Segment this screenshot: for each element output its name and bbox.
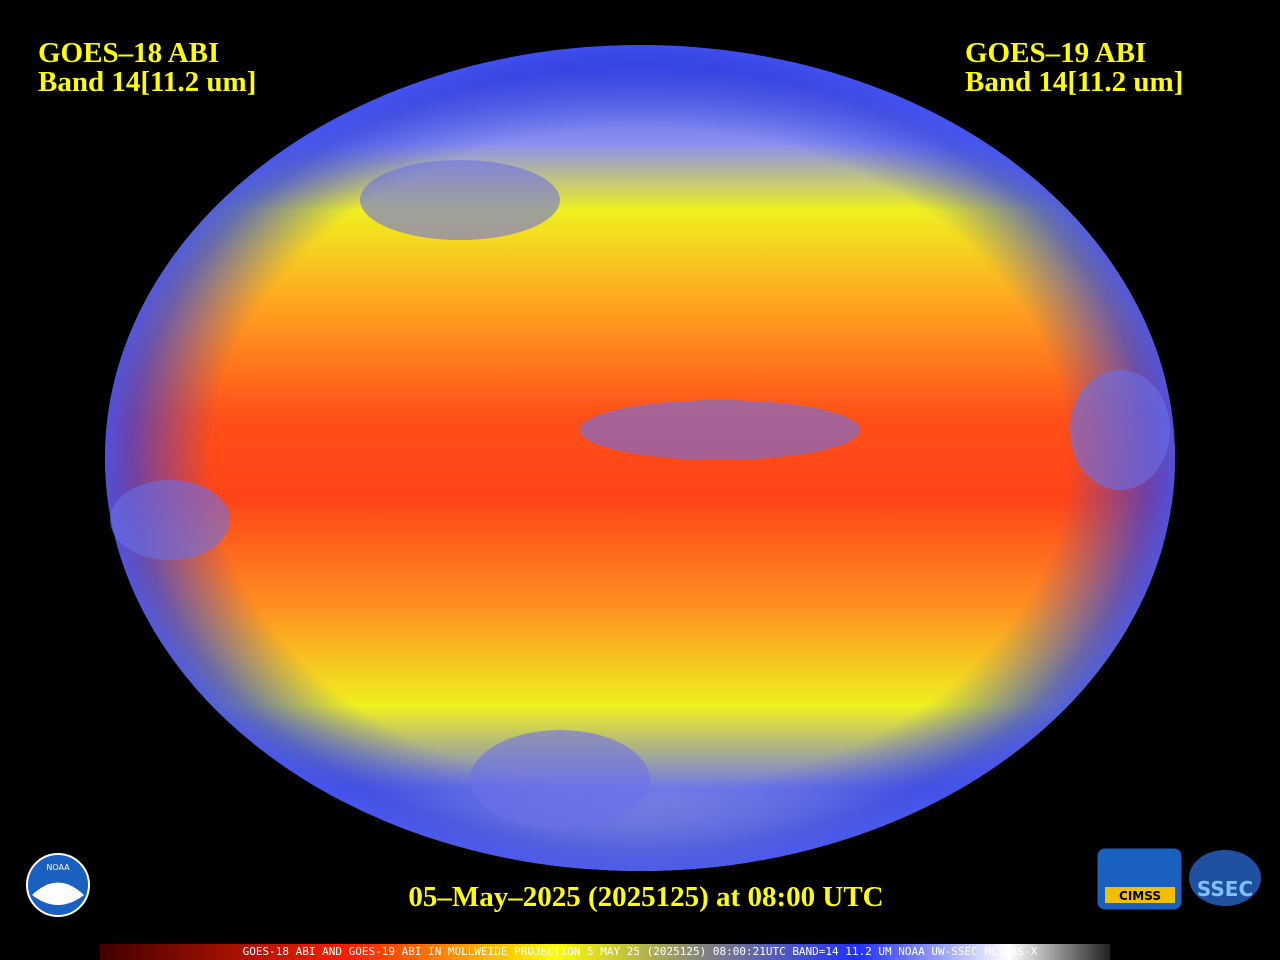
left-band: Band 14[11.2 um] [38, 66, 256, 98]
ssec-text: SSEC [1197, 877, 1253, 901]
cimss-logo: CIMSS [1096, 847, 1183, 911]
noaa-text: NOAA [46, 863, 70, 872]
noaa-logo: NOAA [26, 853, 90, 917]
right-satellite: GOES–19 ABI [965, 37, 1146, 69]
right-band: Band 14[11.2 um] [965, 66, 1183, 98]
ssec-logo: SSEC [1189, 850, 1261, 906]
timestamp: 05–May–2025 (2025125) at 08:00 UTC [408, 881, 883, 913]
left-satellite: GOES–18 ABI [38, 37, 219, 69]
footer: GOES-18 ABI AND GOES-19 ABI IN MOLLWEIDE… [243, 945, 1038, 958]
globe-rim [105, 45, 1175, 871]
cimss-text: CIMSS [1119, 889, 1161, 903]
cloud-bands [110, 160, 1170, 830]
color-bar [100, 944, 1110, 960]
